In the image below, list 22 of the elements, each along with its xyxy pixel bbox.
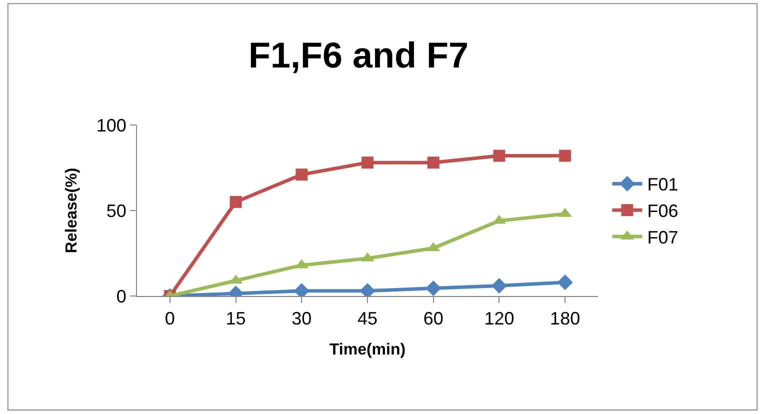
x-tick-label: 30 [292,308,312,329]
point [559,150,572,162]
legend-label: F01 [647,174,678,195]
point [493,150,506,162]
x-tick-label: 45 [357,308,378,329]
y-tick-label: 100 [96,115,126,136]
x-tick-label: 15 [226,308,246,329]
point [230,196,242,208]
point [362,156,374,169]
x-tick-label: 0 [164,308,175,329]
y-axis-title: Release(%) [63,168,80,254]
x-tick-label: 180 [550,308,580,329]
x-tick-label: 60 [423,308,444,329]
x-tick-label: 120 [484,308,514,329]
y-tick-label: 50 [106,200,126,221]
y-tick-label: 0 [116,286,126,306]
point [427,156,440,169]
legend-label: F07 [647,228,678,248]
point [296,168,308,181]
x-axis-title: Time(min) [329,341,406,358]
legend-label: F06 [647,201,678,222]
chart-title: F1,F6 and F7 [248,34,469,76]
